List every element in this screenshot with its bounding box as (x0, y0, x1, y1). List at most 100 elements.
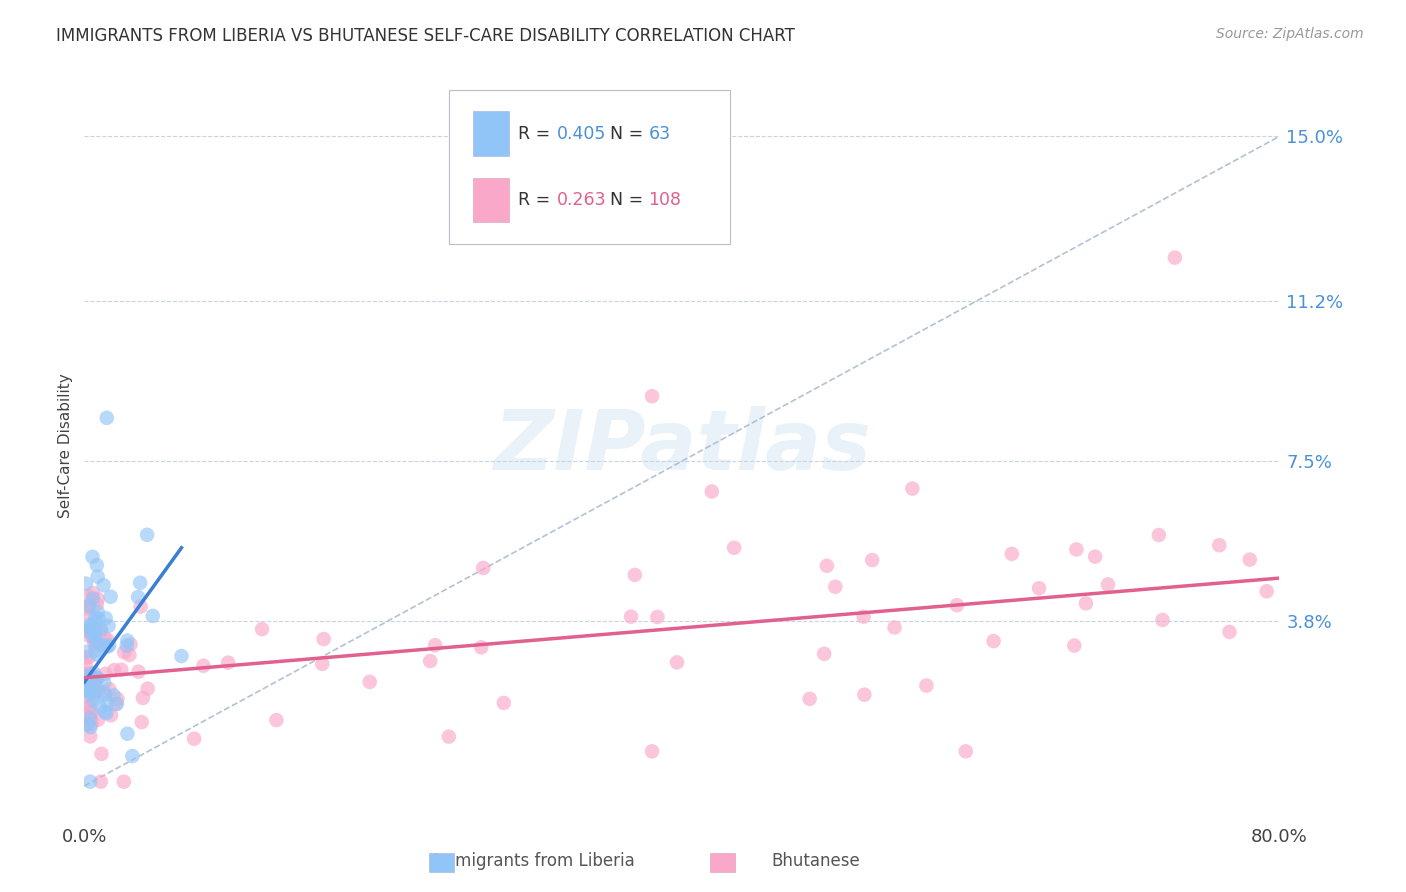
Point (799, 691, 821, 706)
Point (86, 598, 108, 612)
Point (75, 675, 97, 690)
Point (312, 632, 335, 646)
Point (83, 666, 105, 681)
Text: Immigrants from Liberia: Immigrants from Liberia (434, 852, 634, 870)
Point (136, 528, 159, 542)
Point (84, 610, 107, 624)
Point (1001, 547, 1024, 561)
Point (1164, 251, 1187, 265)
Point (84, 673, 107, 687)
Point (87, 591, 110, 606)
Point (423, 638, 446, 652)
Point (853, 688, 876, 702)
Point (76, 667, 98, 681)
Point (82, 693, 104, 707)
Point (75, 682, 97, 697)
Point (83, 623, 105, 637)
Point (103, 688, 125, 702)
Point (1084, 549, 1107, 564)
FancyBboxPatch shape (472, 112, 509, 156)
Point (104, 697, 127, 711)
Point (90, 623, 112, 637)
Point (132, 690, 155, 705)
Y-axis label: Self-Care Disability: Self-Care Disability (58, 374, 73, 518)
Point (77, 589, 100, 603)
Point (96, 696, 118, 710)
Point (115, 639, 138, 653)
Point (75, 650, 97, 665)
Point (83, 689, 105, 703)
Point (93, 705, 115, 719)
Point (641, 744, 664, 758)
Point (815, 558, 838, 573)
Point (91, 638, 114, 652)
Point (86, 670, 108, 684)
Point (359, 674, 381, 689)
Point (76, 697, 98, 711)
Point (75, 576, 97, 591)
Point (83, 673, 105, 688)
Point (75, 621, 97, 635)
Point (75, 683, 97, 698)
Text: 63: 63 (648, 125, 671, 143)
Point (83, 628, 105, 642)
Point (641, 389, 664, 403)
Point (1074, 596, 1097, 610)
Point (94, 688, 117, 702)
Point (93, 685, 115, 699)
Point (97, 619, 120, 633)
Point (824, 580, 846, 594)
Point (100, 708, 122, 723)
Point (75, 670, 97, 684)
Point (112, 645, 135, 659)
Point (852, 609, 875, 624)
Point (96, 410, 118, 425)
Point (79, 774, 101, 789)
Point (77, 650, 100, 665)
Point (89, 638, 111, 652)
Point (86, 569, 108, 583)
Point (75, 680, 97, 694)
Point (1097, 577, 1119, 591)
Point (86, 671, 108, 685)
Point (1256, 584, 1278, 599)
Point (79, 711, 101, 725)
Point (87, 713, 110, 727)
Text: R =: R = (519, 191, 555, 209)
Point (84, 623, 107, 637)
Point (105, 697, 128, 711)
Point (946, 599, 969, 613)
Text: N =: N = (610, 191, 650, 209)
Text: IMMIGRANTS FROM LIBERIA VS BHUTANESE SELF-CARE DISABILITY CORRELATION CHART: IMMIGRANTS FROM LIBERIA VS BHUTANESE SEL… (56, 27, 796, 45)
Point (193, 658, 215, 673)
Point (96, 640, 118, 654)
Point (666, 656, 689, 670)
Point (98, 639, 121, 653)
Point (76, 623, 98, 637)
Point (75, 659, 97, 673)
Point (1066, 542, 1088, 557)
Text: N =: N = (610, 125, 650, 143)
Point (75, 669, 97, 683)
Text: ZIPatlas: ZIPatlas (494, 406, 870, 486)
Point (1028, 581, 1050, 595)
Point (84, 673, 107, 687)
Point (77, 717, 100, 731)
Point (79, 730, 101, 744)
Point (77, 629, 100, 643)
Point (127, 590, 149, 604)
Point (80, 622, 103, 636)
Point (120, 637, 142, 651)
Point (77, 665, 100, 680)
Point (266, 713, 288, 727)
Point (79, 720, 101, 734)
Point (470, 640, 492, 655)
Point (915, 679, 938, 693)
Point (103, 663, 125, 677)
Point (813, 647, 835, 661)
Point (86, 605, 108, 619)
Point (623, 567, 645, 582)
Point (79, 700, 101, 714)
Point (1239, 552, 1261, 566)
Point (100, 590, 122, 604)
